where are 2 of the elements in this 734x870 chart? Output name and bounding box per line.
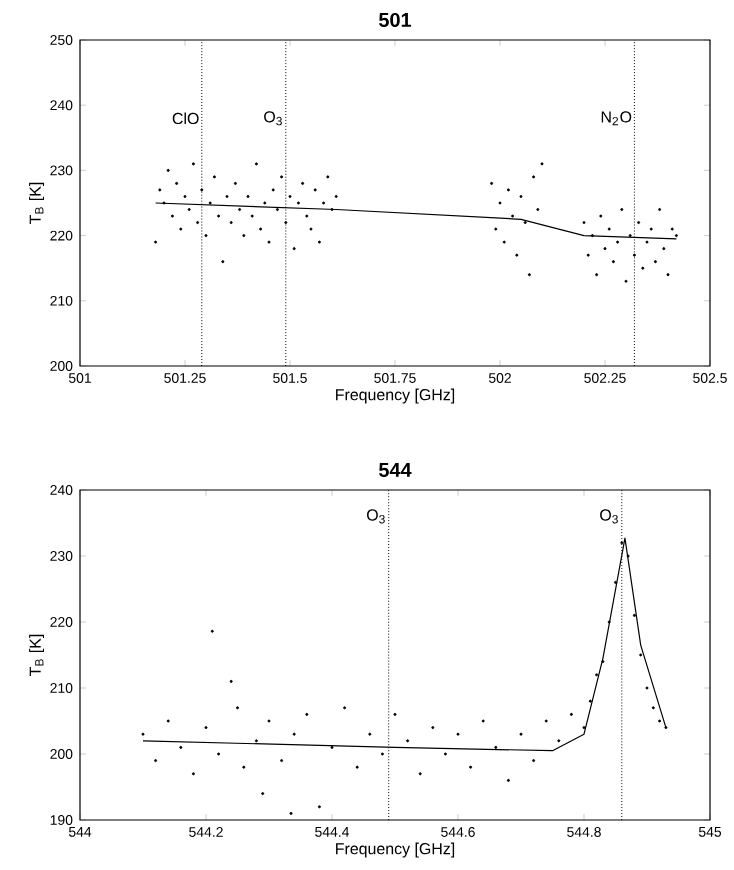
chart-title: 501 xyxy=(379,12,412,27)
chart-title: 544 xyxy=(379,463,412,477)
